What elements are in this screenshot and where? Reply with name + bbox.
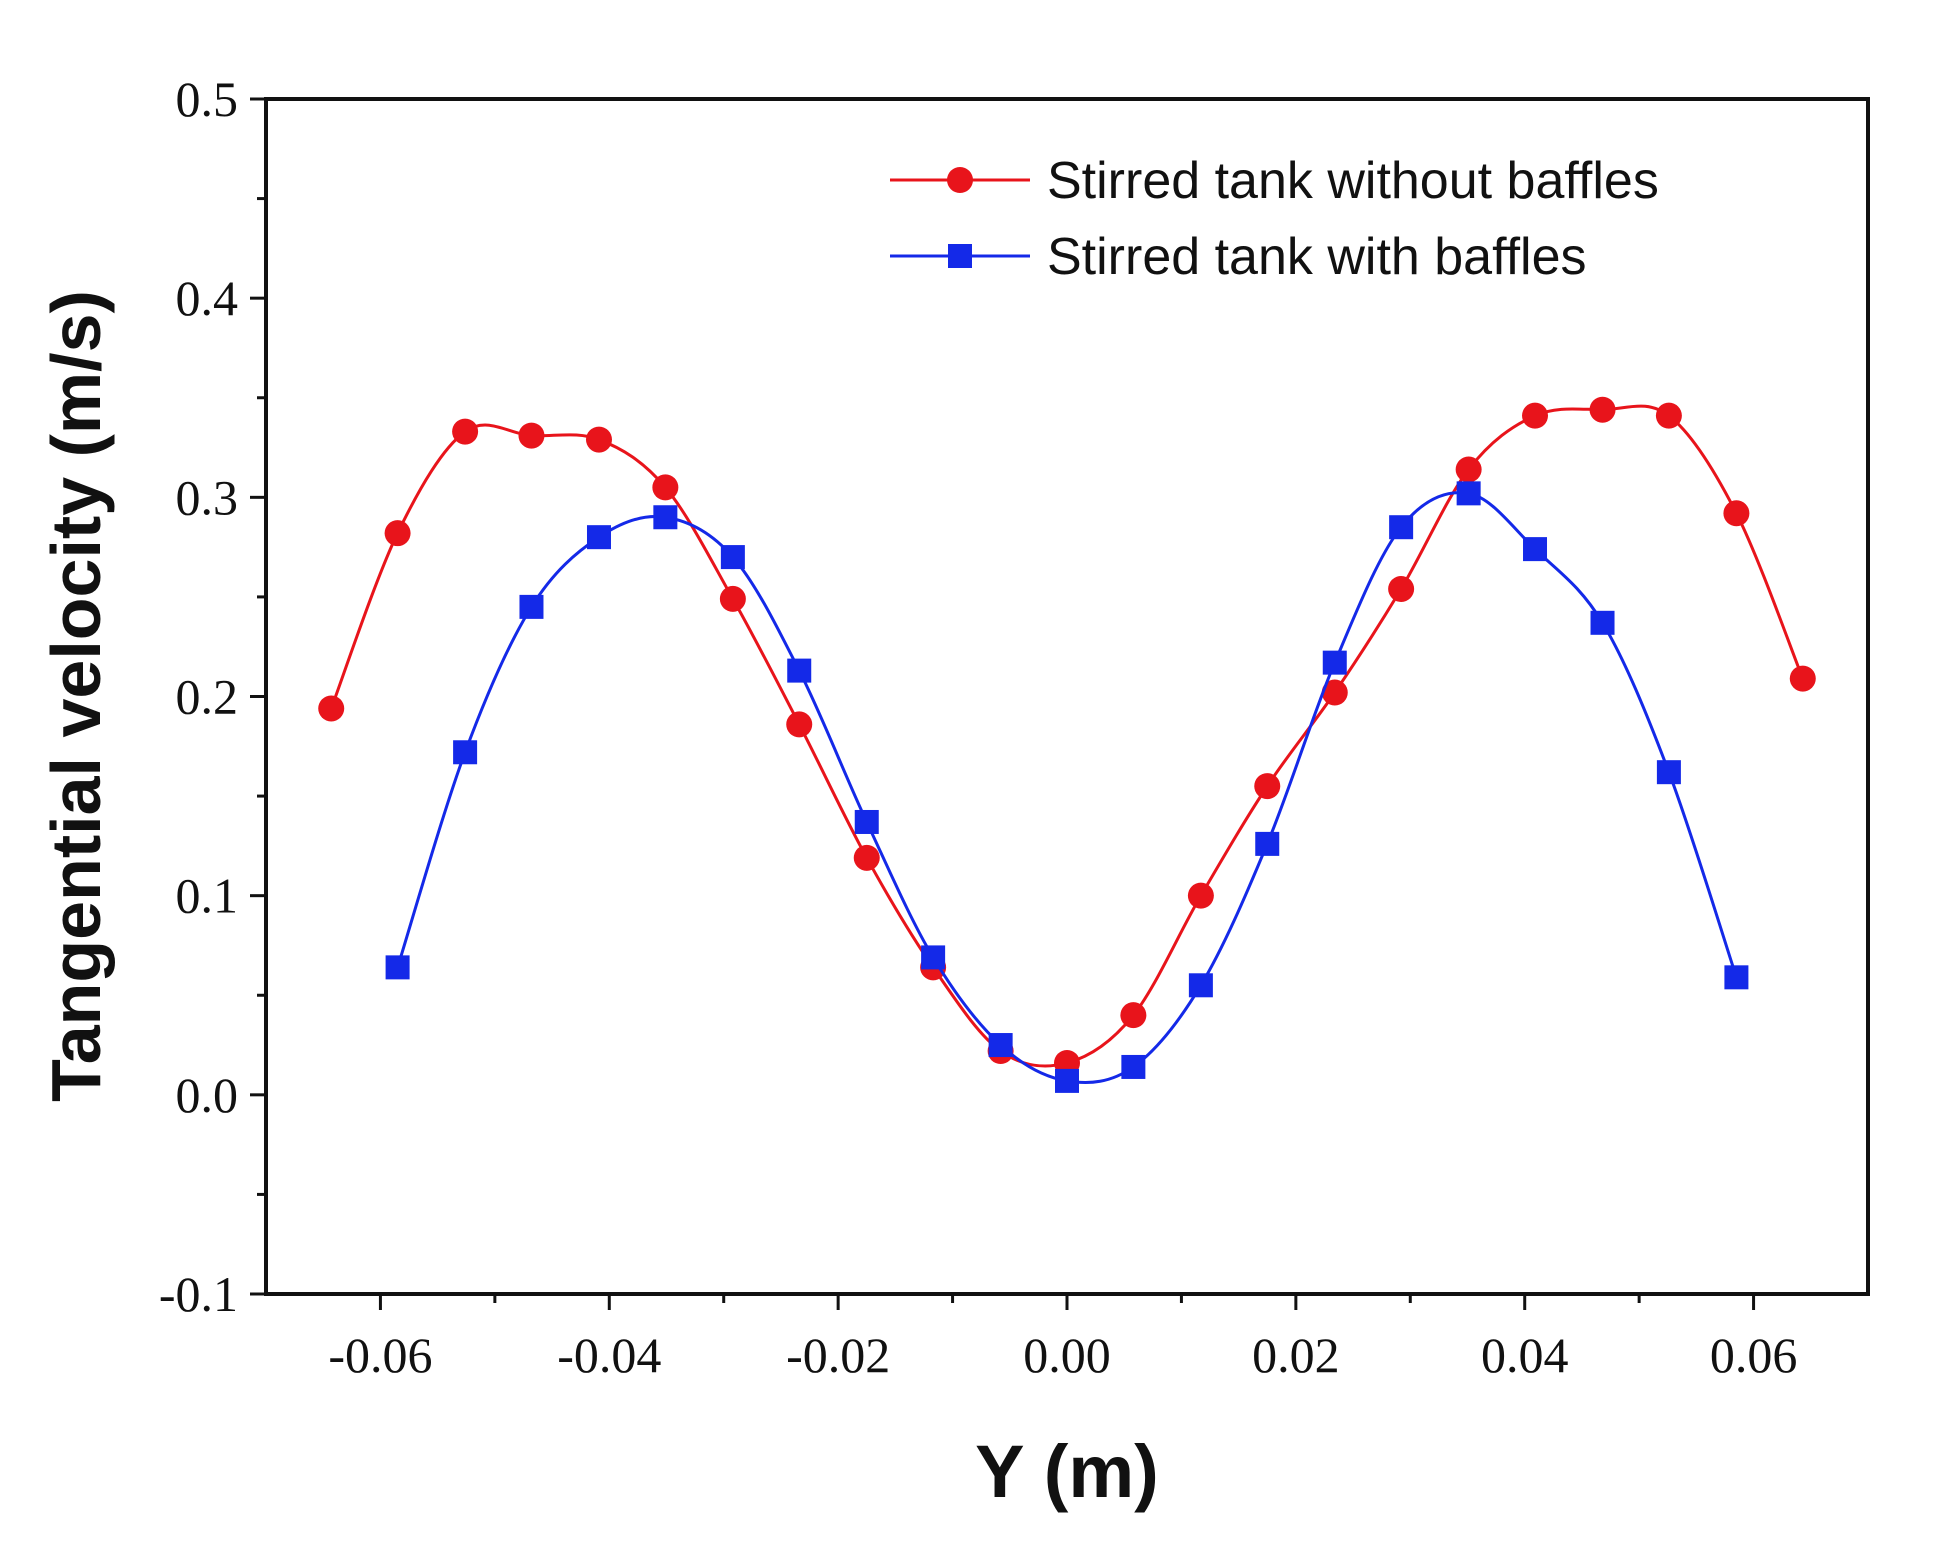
data-point-with-baffles xyxy=(453,740,478,765)
x-tick-label: 0.00 xyxy=(1023,1327,1111,1383)
data-point-without-baffles xyxy=(1187,882,1214,909)
data-point-without-baffles xyxy=(518,422,545,449)
data-point-without-baffles xyxy=(1655,402,1682,429)
data-point-with-baffles xyxy=(1389,515,1414,540)
data-point-without-baffles xyxy=(1455,456,1482,483)
data-point-with-baffles xyxy=(1523,537,1548,562)
x-tick-label: -0.04 xyxy=(557,1327,661,1383)
data-point-with-baffles xyxy=(1055,1068,1079,1093)
x-tick-label: 0.04 xyxy=(1481,1327,1569,1383)
y-tick-label: 0.5 xyxy=(176,71,239,127)
y-tick-label: 0.3 xyxy=(176,469,239,525)
data-point-without-baffles xyxy=(585,426,612,453)
data-point-without-baffles xyxy=(1589,396,1616,423)
data-point-with-baffles xyxy=(653,505,678,530)
x-tick-label: -0.02 xyxy=(786,1327,890,1383)
data-point-without-baffles xyxy=(384,520,411,547)
data-point-with-baffles xyxy=(1255,831,1280,856)
x-tick-label: 0.06 xyxy=(1710,1327,1798,1383)
y-tick-label: 0.1 xyxy=(176,868,239,924)
tick-layer: -0.06 -0.04 -0.02 0.00 0.02 0.04 0.06 -0.1 0.0 0.… xyxy=(159,71,1797,1383)
legend-label-without-baffles: Stirred tank without baffles xyxy=(1047,152,1659,210)
data-point-without-baffles xyxy=(1120,1002,1147,1029)
data-point-with-baffles xyxy=(1724,965,1749,990)
data-point-with-baffles xyxy=(988,1033,1013,1058)
legend: Stirred tank without baffles Stirred tan… xyxy=(890,152,1659,286)
data-point-without-baffles xyxy=(1321,679,1348,706)
y-axis-title: Tangential velocity (m/s) xyxy=(37,290,115,1102)
data-point-without-baffles xyxy=(1789,665,1816,692)
legend-label-with-baffles: Stirred tank with baffles xyxy=(1047,228,1587,286)
data-point-without-baffles xyxy=(1254,773,1281,800)
data-point-with-baffles xyxy=(1188,973,1213,998)
data-point-without-baffles xyxy=(452,418,479,445)
data-point-with-baffles xyxy=(854,809,879,834)
y-tick-label: 0.2 xyxy=(176,669,239,725)
data-point-without-baffles xyxy=(318,695,345,722)
data-point-with-baffles xyxy=(1656,760,1681,785)
data-point-without-baffles xyxy=(1522,402,1549,429)
y-tick-label: 0.0 xyxy=(176,1067,239,1123)
x-axis-title: Y (m) xyxy=(975,1430,1159,1513)
series-layer xyxy=(318,396,1816,1093)
data-point-with-baffles xyxy=(385,955,410,980)
data-point-without-baffles xyxy=(1388,575,1415,602)
data-point-without-baffles xyxy=(786,711,813,738)
data-point-without-baffles xyxy=(853,844,880,871)
data-point-with-baffles xyxy=(720,545,745,570)
y-tick-label: -0.1 xyxy=(159,1266,238,1322)
data-point-with-baffles xyxy=(1322,650,1347,675)
data-point-with-baffles xyxy=(921,945,946,970)
data-point-with-baffles xyxy=(586,525,611,550)
data-point-with-baffles xyxy=(787,658,812,683)
x-tick-label: -0.06 xyxy=(328,1327,432,1383)
data-point-with-baffles xyxy=(1121,1054,1146,1079)
x-tick-label: 0.02 xyxy=(1252,1327,1340,1383)
data-point-with-baffles xyxy=(1590,610,1615,635)
data-point-without-baffles xyxy=(1723,500,1750,527)
data-point-without-baffles xyxy=(719,585,746,612)
data-point-without-baffles xyxy=(652,474,679,501)
data-point-with-baffles xyxy=(519,594,544,619)
legend-marker-red xyxy=(947,167,973,193)
data-point-with-baffles xyxy=(1456,481,1481,506)
legend-marker-blue xyxy=(948,244,972,268)
y-tick-label: 0.4 xyxy=(176,270,239,326)
